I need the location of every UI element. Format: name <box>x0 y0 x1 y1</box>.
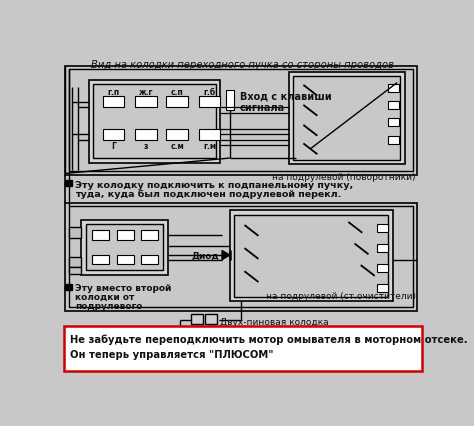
Bar <box>92 256 109 265</box>
Text: подрулевого: подрулевого <box>75 302 142 311</box>
Text: г.б: г.б <box>203 88 216 97</box>
Text: ж.г: ж.г <box>139 88 153 97</box>
Bar <box>166 97 188 108</box>
Bar <box>141 256 158 265</box>
Bar <box>64 326 422 371</box>
Bar <box>230 211 392 302</box>
Bar <box>226 91 234 111</box>
Bar <box>377 225 388 233</box>
Text: колодки от: колодки от <box>75 292 134 301</box>
Bar <box>69 228 81 239</box>
Text: Диод: Диод <box>191 251 219 260</box>
Text: на подрулевой (поворотники): на подрулевой (поворотники) <box>272 173 416 181</box>
Bar <box>65 180 72 186</box>
Bar <box>117 231 134 240</box>
Bar <box>199 130 220 140</box>
Bar <box>377 285 388 292</box>
Text: г.м: г.м <box>203 142 216 151</box>
Bar <box>388 119 399 127</box>
Bar <box>293 77 400 160</box>
Text: з: з <box>144 142 148 151</box>
Bar <box>191 314 203 325</box>
Polygon shape <box>222 251 230 260</box>
Bar <box>388 85 399 92</box>
Bar <box>103 130 124 140</box>
Bar <box>65 66 417 176</box>
Bar <box>135 130 157 140</box>
Text: Двух-пиновая колодка: Двух-пиновая колодка <box>220 317 329 326</box>
Bar <box>89 81 220 163</box>
Text: Вид на колодки переходного пучка со стороны проводов: Вид на колодки переходного пучка со стор… <box>91 60 394 69</box>
Text: с.п: с.п <box>171 88 183 97</box>
Text: Г: Г <box>111 142 116 151</box>
Bar <box>65 284 72 290</box>
Text: Вход с клавиши
сигнала: Вход с клавиши сигнала <box>240 91 332 112</box>
Bar <box>117 256 134 265</box>
Bar <box>141 231 158 240</box>
Bar <box>69 257 81 268</box>
Bar <box>65 203 417 311</box>
Bar <box>377 265 388 272</box>
Bar <box>69 268 81 274</box>
Bar <box>235 216 388 297</box>
Bar <box>377 245 388 252</box>
Bar <box>388 137 399 145</box>
Bar <box>69 206 413 307</box>
Text: туда, куда был подключен подрулевой перекл.: туда, куда был подключен подрулевой пере… <box>75 190 341 199</box>
Bar <box>205 314 218 325</box>
Text: на подрулевой (ст.очистители): на подрулевой (ст.очистители) <box>266 291 416 301</box>
Bar <box>93 85 216 158</box>
Bar <box>86 225 163 271</box>
Bar <box>81 220 168 276</box>
Text: с.м: с.м <box>170 142 184 151</box>
Text: г.п: г.п <box>108 88 119 97</box>
Text: Эту колодку подключить к подпанельному пучку,: Эту колодку подключить к подпанельному п… <box>75 180 353 189</box>
Bar <box>289 72 405 165</box>
Bar <box>103 97 124 108</box>
Bar <box>69 69 413 172</box>
Text: Эту вместо второй: Эту вместо второй <box>75 283 171 292</box>
Bar <box>199 97 220 108</box>
Bar <box>135 97 157 108</box>
Bar <box>166 130 188 140</box>
Bar <box>92 231 109 240</box>
Text: Не забудьте переподключить мотор омывателя в моторном отсеке.: Не забудьте переподключить мотор омывате… <box>70 334 468 344</box>
Bar <box>388 102 399 109</box>
Text: Он теперь управляется "ПЛЮСОМ": Он теперь управляется "ПЛЮСОМ" <box>70 349 273 359</box>
